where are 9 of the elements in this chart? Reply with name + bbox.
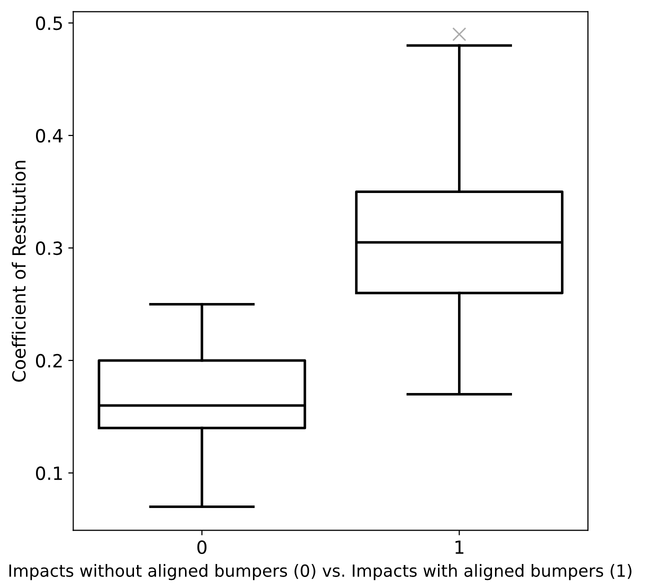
y-tick-label: 0.3: [36, 241, 62, 256]
y-tick-label: 0.4: [36, 128, 63, 143]
x-tick-label: 1: [456, 540, 464, 554]
y-tick-label: 0.5: [36, 16, 62, 30]
x-tick-label: 0: [197, 540, 206, 554]
y-tick-label: 0.1: [36, 466, 62, 480]
x-axis-title: Impacts without aligned bumpers (0) vs. Impacts with aligned bumpers (1): [9, 564, 632, 580]
y-axis-title: Coefficient of Restitution: [12, 160, 26, 382]
y-tick-label: 0.2: [36, 354, 62, 368]
